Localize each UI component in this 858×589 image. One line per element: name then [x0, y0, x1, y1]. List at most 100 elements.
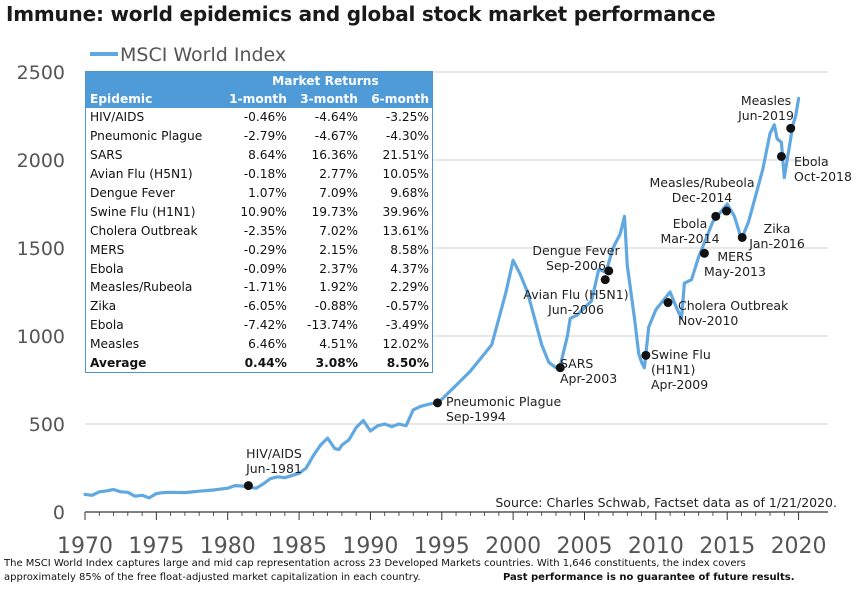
y-tick-label: 2500 — [17, 62, 65, 84]
event-label: Ebola — [673, 216, 708, 231]
x-tick-label: 2015 — [699, 534, 755, 559]
table-row: Dengue Fever 1.07% 7.09% 9.68% — [86, 184, 432, 203]
event-label: Measles/Rubeola — [650, 175, 755, 190]
x-tick-label: 2000 — [485, 534, 541, 559]
y-tick-label: 2000 — [17, 150, 65, 172]
event-label: Nov-2010 — [678, 313, 738, 328]
event-marker — [600, 275, 610, 285]
table-cell-epidemic: Pneumonic Plague — [90, 129, 203, 144]
table-cell-return: 16.36% — [311, 148, 358, 163]
x-tick-label: 2020 — [771, 534, 827, 559]
x-tick-label: 1980 — [200, 534, 256, 559]
table-cell-return: -4.30% — [385, 129, 429, 144]
footnote-continued: approximately 85% of the free float-adju… — [4, 572, 421, 583]
table-cell-return: 6.46% — [248, 337, 287, 352]
event-label: Apr-2003 — [560, 371, 617, 386]
table-cell-return: 10.90% — [240, 204, 287, 219]
table-cell-epidemic: Cholera Outbreak — [90, 223, 198, 238]
y-tick-label: 1000 — [17, 326, 65, 348]
table-cell-return: -1.71% — [243, 280, 287, 295]
table-cell-epidemic: Swine Flu (H1N1) — [90, 204, 196, 219]
table-row: Measles 6.46% 4.51% 12.02% — [86, 335, 432, 354]
event-label: Swine Flu — [651, 347, 711, 362]
event-marker — [604, 266, 614, 276]
table-cell-return: 2.29% — [390, 280, 429, 295]
table-cell-average-value: 3.08% — [315, 356, 358, 371]
event-marker — [641, 350, 651, 360]
table-cell-return: -2.35% — [243, 223, 287, 238]
event-label: Oct-2018 — [794, 169, 852, 184]
table-cell-return: 9.68% — [390, 186, 429, 200]
table-cell-average-label: Average — [90, 356, 147, 371]
x-tick-label: 1995 — [414, 534, 470, 559]
event-marker — [737, 232, 747, 242]
table-group-header-row: Market Returns — [86, 72, 432, 90]
footnote: The MSCI World Index captures large and … — [4, 558, 746, 569]
table-cell-epidemic: Measles — [90, 337, 140, 352]
event-label: Sep-1994 — [446, 409, 506, 424]
table-cell-epidemic: Measles/Rubeola — [90, 280, 193, 295]
event-label: Cholera Outbreak — [678, 298, 789, 313]
table-cell-epidemic: Zika — [90, 299, 117, 314]
disclaimer: Past performance is no guarantee of futu… — [503, 572, 795, 583]
table-cell-return: -0.29% — [243, 242, 287, 257]
event-label: Measles — [741, 93, 791, 108]
table-cell-return: 19.73% — [311, 204, 358, 219]
table-cell-return: 2.77% — [319, 167, 358, 182]
table-cell-return: 4.51% — [319, 337, 358, 352]
table-cell-epidemic: SARS — [90, 148, 123, 163]
event-label: Jun-1981 — [245, 461, 302, 476]
table-cell-return: 12.02% — [382, 337, 429, 352]
event-marker — [711, 211, 721, 221]
table-header-6-month: 6-month — [360, 90, 432, 108]
x-tick-label: 1985 — [271, 534, 327, 559]
table-cell-epidemic: Ebola — [90, 318, 124, 333]
table-cell-return: 7.09% — [319, 186, 358, 200]
table-cell-return: 1.92% — [319, 280, 358, 295]
table-group-header: Market Returns — [218, 72, 432, 90]
table-cell-return: -3.49% — [385, 318, 429, 333]
event-label: Apr-2009 — [651, 377, 708, 392]
table-cell-return: -4.64% — [314, 110, 358, 125]
event-label: Avian Flu (H5N1) — [523, 287, 628, 302]
x-tick-label: 1990 — [342, 534, 398, 559]
event-marker — [699, 248, 709, 258]
y-tick-label: 500 — [29, 414, 65, 436]
table-cell-return: 1.07% — [248, 186, 287, 200]
table-row: Swine Flu (H1N1) 10.90% 19.73% 39.96% — [86, 202, 432, 221]
event-label: Jun-2019 — [737, 108, 794, 123]
table-row: SARS 8.64% 16.36% 21.51% — [86, 146, 432, 165]
table-cell-epidemic: HIV/AIDS — [90, 110, 145, 125]
series-line-msci-world — [83, 96, 801, 500]
table-row: Pneumonic Plague -2.79% -4.67% -4.30% — [86, 127, 432, 146]
table-header-row: Epidemic 1-month 3-month 6-month — [86, 90, 432, 108]
event-label: Sep-2006 — [546, 258, 606, 273]
event-marker — [555, 363, 565, 373]
event-label: HIV/AIDS — [246, 446, 302, 461]
event-marker — [243, 481, 253, 491]
table-row: HIV/AIDS -0.46% -4.64% -3.25% — [86, 108, 432, 127]
table-cell-epidemic: MERS — [90, 242, 125, 257]
table-cell-return: -0.88% — [314, 299, 358, 314]
table-cell-return: 21.51% — [382, 148, 429, 163]
table-cell-average-value: 0.44% — [244, 356, 287, 371]
table-cell-return: -13.74% — [307, 318, 358, 333]
table-cell-return: -0.46% — [243, 110, 287, 125]
legend-label: MSCI World Index — [120, 44, 286, 66]
table-cell-return: 7.02% — [319, 223, 358, 238]
table-cell-return: 8.64% — [248, 148, 287, 163]
table-row-average: Average 0.44% 3.08% 8.50% — [86, 354, 432, 373]
x-tick-label: 1970 — [57, 534, 113, 559]
table-cell-return: 4.37% — [390, 261, 429, 276]
event-label: MERS — [717, 249, 752, 264]
table-header-epidemic: Epidemic — [86, 90, 219, 108]
table-header-1-month: 1-month — [218, 90, 290, 108]
table-cell-return: -0.18% — [243, 167, 287, 182]
x-tick-label: 1975 — [128, 534, 184, 559]
table-header-3-month: 3-month — [289, 90, 361, 108]
table-cell-return: -0.09% — [243, 261, 287, 276]
table-cell-return: 2.37% — [319, 261, 358, 276]
event-marker — [786, 123, 796, 133]
x-tick-label: 2005 — [557, 534, 613, 559]
table-cell-return: 39.96% — [382, 204, 429, 219]
